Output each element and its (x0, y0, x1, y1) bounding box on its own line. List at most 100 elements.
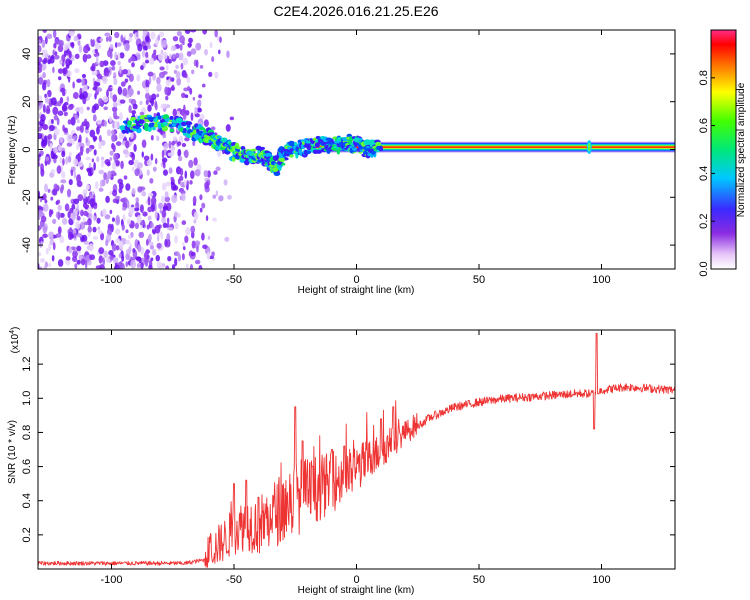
spectrogram-noise-blob (149, 57, 155, 65)
spectrogram-noise-blob (153, 49, 157, 55)
spectrogram-noise-blob (109, 157, 113, 161)
spectrogram-noise-blob (66, 96, 70, 103)
spectrogram-noise-blob (151, 229, 156, 234)
spectrogram-noise-blob (58, 76, 62, 81)
spectrogram-noise-blob (182, 113, 187, 120)
spectrogram-noise-blob (187, 43, 192, 48)
spectrogram-ridge-blob (216, 135, 222, 139)
spectrogram-noise-blob (132, 103, 138, 110)
spectrogram-noise-blob (160, 103, 167, 109)
colorbar-ticks: 0.0 0.2 0.4 0.6 0.8 (698, 70, 715, 277)
spectrogram-noise-blob (118, 253, 122, 259)
spectrogram-noise-blob (59, 96, 64, 104)
spectrogram-noise-blob (211, 56, 215, 63)
spectrogram-noise-blob (215, 166, 221, 172)
spectrogram-noise-blob (149, 244, 155, 250)
spectrogram-noise-blob (186, 76, 191, 83)
spectrogram-panel: -100 -50 0 50 100 -40 -20 0 20 40 Height of stra… (7, 29, 676, 296)
spectrogram-noise-blob (93, 80, 98, 90)
spectrogram-noise-blob (42, 124, 49, 131)
spectrogram-noise-blob (78, 134, 82, 143)
spectrogram-noise-blob (182, 246, 186, 251)
spectrogram-noise-blob (150, 196, 157, 206)
spectrogram-noise-blob (161, 216, 166, 224)
colorbar-tick-label: 0.8 (698, 70, 710, 85)
spectrogram-noise-blob (98, 141, 102, 150)
spectrogram-ridge-blob (327, 141, 334, 145)
spectrogram-steady-band (307, 146, 675, 148)
spectrogram-noise-blob (166, 76, 169, 81)
spectrogram-noise-blob (165, 265, 170, 269)
spectrogram-noise-blob (125, 239, 131, 245)
spectrogram-noise-blob (146, 159, 153, 167)
spectrogram-noise-blob (98, 187, 104, 192)
spectrogram-noise-blob (38, 61, 41, 66)
spectrogram-noise-blob (63, 101, 69, 106)
spectrogram-noise-blob (219, 36, 222, 43)
spectrogram-noise-blob (156, 93, 160, 98)
spectrogram-noise-blob (112, 144, 116, 153)
spectrogram-noise-blob (96, 55, 99, 65)
spectrogram-noise-blob (167, 255, 172, 262)
spectrogram-noise-blob (107, 170, 112, 179)
spectrogram-noise-blob (60, 179, 67, 184)
spectrogram-noise-blob (67, 75, 71, 83)
spectrogram-noise-blob (38, 161, 41, 167)
spectrogram-noise-blob (162, 133, 167, 139)
spectrogram-noise-blob (171, 141, 175, 146)
spectrogram-noise-blob (107, 228, 113, 236)
spectrogram-noise-blob (89, 129, 96, 138)
snr-x-tick-label: 50 (473, 574, 485, 586)
spectrogram-noise-blob (59, 59, 63, 65)
spectrogram-noise-blob (76, 203, 79, 213)
spectrogram-noise-blob (46, 33, 53, 40)
spectrogram-noise-blob (192, 195, 197, 205)
spectrogram-noise-blob (87, 171, 93, 177)
spectrogram-noise-blob (193, 60, 197, 66)
spectrogram-noise-blob (159, 71, 165, 79)
spectrogram-noise-blob (46, 79, 51, 88)
snr-x-tick-label: 0 (353, 574, 359, 586)
spectrogram-noise-blob (184, 94, 189, 99)
spectrogram-noise-blob (119, 260, 123, 269)
spectrogram-noise-blob (142, 211, 148, 217)
spectrogram-noise-blob (115, 228, 121, 235)
spectrogram-noise-blob (87, 225, 92, 234)
spectrogram-noise-blob (38, 76, 44, 85)
spectrogram-noise-blob (164, 196, 171, 203)
spectrogram-noise-blob (84, 129, 90, 134)
spectrogram-noise-blob (156, 76, 161, 85)
spectrogram-noise-blob (112, 106, 118, 113)
spectrogram-noise-blob (70, 169, 74, 177)
snr-y-tick-label: 0.6 (21, 459, 33, 474)
spectrogram-noise-blob (162, 39, 167, 48)
spectrogram-noise-blob (44, 199, 48, 204)
spectrogram-noise-blob (92, 39, 95, 47)
spectrogram-noise-blob (135, 197, 140, 203)
spectrogram-noise-blob (218, 195, 224, 202)
spectrogram-noise-blob (127, 234, 132, 239)
spectrogram-noise-blob (96, 120, 102, 125)
spectrogram-noise-blob (50, 196, 54, 201)
spectrogram-noise-blob (96, 87, 103, 92)
spectrogram-ridge-blob (264, 150, 270, 154)
spectrogram-ridge-blob (127, 120, 133, 126)
spectrogram-ridge-blob (375, 141, 382, 148)
spectrogram-noise-blob (52, 147, 59, 154)
spectrogram-noise-blob (102, 76, 108, 85)
spectrogram-y-tick-label: 40 (21, 48, 33, 60)
snr-background (38, 330, 675, 569)
spectrogram-noise-blob (56, 165, 62, 174)
svg-text:(x104): (x104) (9, 327, 21, 354)
spectrogram-noise-blob (135, 238, 138, 246)
snr-y-label: SNR (10 * v/v) (7, 420, 18, 484)
spectrogram-noise-blob (193, 219, 197, 224)
spectrogram-noise-blob (179, 168, 184, 176)
spectrogram-noise-blob (92, 135, 98, 141)
spectrogram-noise-blob (42, 193, 47, 201)
spectrogram-ridge-blob (283, 150, 289, 154)
spectrogram-noise-blob (49, 142, 53, 152)
spectrogram-noise-blob (170, 148, 175, 157)
spectrogram-noise-blob (122, 87, 128, 97)
